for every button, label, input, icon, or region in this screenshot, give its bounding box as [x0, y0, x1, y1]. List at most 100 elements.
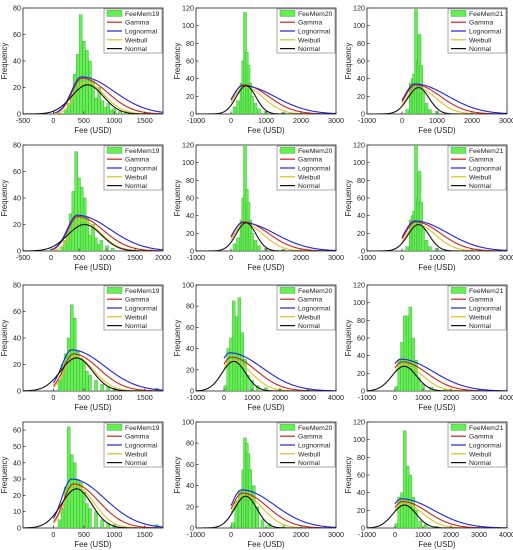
legend-label: FeeMem19	[125, 425, 160, 432]
histogram-bar	[77, 177, 81, 251]
y-tick-label: 60	[13, 307, 21, 316]
histogram-bar	[66, 426, 71, 528]
histogram-bar	[403, 430, 407, 528]
x-tick-label: 0	[229, 253, 233, 262]
x-tick-label: -500	[16, 116, 30, 125]
x-tick-label: 0	[222, 393, 226, 402]
histogram-bar	[428, 109, 432, 114]
x-tick-label: 3000	[328, 253, 344, 262]
legend-label: Normal	[298, 460, 320, 467]
x-tick-label: 0	[393, 530, 397, 539]
histogram-bar	[74, 151, 78, 251]
x-tick-label: 4000	[499, 530, 513, 539]
y-tick-label: 0	[190, 524, 194, 533]
histogram-bar	[424, 524, 428, 528]
x-tick-label: 0	[51, 530, 55, 539]
subplot-9: -100001000200030004000020406080100120Fee…	[344, 281, 513, 413]
histogram-bar	[82, 361, 86, 391]
y-tick-label: 120	[182, 4, 194, 13]
y-tick-label: 20	[13, 360, 21, 369]
legend-swatch	[106, 424, 123, 431]
histogram-bar	[100, 519, 104, 528]
y-tick-label: 0	[17, 247, 21, 256]
x-tick-label: 0	[51, 116, 55, 125]
x-tick-label: 2000	[464, 116, 480, 125]
legend-swatch	[450, 424, 467, 431]
histogram-bar	[236, 237, 240, 251]
x-tick-label: 3000	[328, 116, 344, 125]
normal-fit-curve	[196, 360, 336, 391]
x-tick-label: 2000	[293, 530, 309, 539]
legend-label: Gamma	[298, 20, 322, 27]
histogram-bar	[250, 233, 254, 251]
y-tick-label: 50	[13, 442, 21, 451]
y-tick-label: 40	[357, 74, 365, 83]
histogram-bar	[234, 501, 238, 528]
histogram-bar	[414, 510, 418, 528]
x-tick-label: 0	[49, 253, 53, 262]
histogram-bar	[408, 474, 413, 528]
y-tick-label: 40	[186, 74, 194, 83]
y-tick-label: 20	[357, 506, 365, 515]
legend-label: Gamma	[298, 434, 322, 441]
legend-label: Gamma	[469, 434, 493, 441]
y-axis-label: Frequency	[0, 456, 9, 493]
legend-label: Lognormal	[125, 166, 158, 173]
x-tick-label: 0	[51, 393, 55, 402]
lognormal-fit-curve	[401, 83, 507, 114]
legend-label: Weibull	[469, 174, 492, 181]
y-tick-label: 100	[182, 418, 194, 427]
x-tick-label: 1000	[106, 116, 122, 125]
histogram-bar	[79, 14, 83, 114]
x-tick-label: -500	[16, 253, 30, 262]
histogram-bar	[236, 100, 240, 114]
histogram-bar	[100, 384, 104, 391]
x-tick-label: 2000	[293, 116, 309, 125]
legend-swatch	[279, 10, 296, 17]
y-tick-label: 40	[357, 211, 365, 220]
x-tick-label: 2000	[293, 253, 309, 262]
x-tick-label: 0	[400, 253, 404, 262]
x-tick-label: 2000	[443, 393, 459, 402]
subplot-10: 0 500 1000 1500 0 10 20 30 40 50 60 Fee (USD) Freque…	[0, 421, 164, 549]
histogram-bar	[88, 60, 92, 114]
histogram-bar	[85, 217, 90, 251]
y-tick-label: 60	[13, 30, 21, 39]
legend-label: Lognormal	[125, 443, 158, 450]
y-tick-label: 0	[190, 110, 194, 119]
x-axis-label: Fee (USD)	[247, 263, 285, 272]
y-tick-label: 100	[182, 21, 194, 30]
x-tick-label: 2000	[443, 530, 459, 539]
y-tick-label: 100	[353, 298, 365, 307]
y-tick-label: 0	[361, 110, 365, 119]
x-tick-label: -1000	[187, 116, 205, 125]
legend-label: Normal	[298, 323, 320, 330]
y-tick-label: 0	[17, 387, 21, 396]
y-axis-label: Frequency	[344, 42, 353, 79]
y-tick-label: 80	[13, 141, 21, 150]
legend-label: FeeMem20	[298, 11, 333, 18]
histogram-bar	[94, 237, 98, 251]
histogram-bar	[100, 100, 104, 114]
x-axis-label: Fee (USD)	[74, 403, 112, 412]
y-tick-label: 60	[13, 167, 21, 176]
y-tick-label: 60	[357, 57, 365, 66]
histogram-bar	[253, 103, 258, 114]
y-tick-label: 60	[357, 471, 365, 480]
gamma-fit-curve	[50, 215, 163, 251]
legend-label: Gamma	[125, 434, 149, 441]
legend-label: Normal	[125, 323, 147, 330]
legend-label: Lognormal	[298, 29, 331, 36]
legend-label: FeeMem19	[125, 11, 160, 18]
legend-label: FeeMem20	[298, 288, 333, 295]
legend-label: Weibull	[125, 314, 148, 321]
normal-fit-curve	[367, 365, 507, 391]
legend-label: FeeMem20	[298, 148, 333, 155]
legend-label: Normal	[469, 323, 491, 330]
histogram-bar	[229, 337, 233, 391]
legend-label: Gamma	[298, 157, 322, 164]
